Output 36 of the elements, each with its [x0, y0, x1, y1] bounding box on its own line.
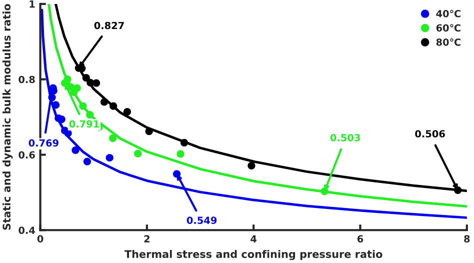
- point: [109, 134, 117, 142]
- point: [180, 138, 188, 146]
- point: [134, 150, 142, 158]
- point: [83, 158, 92, 166]
- y-tick-label: 0.6: [18, 151, 35, 159]
- annotation: 0.503: [330, 134, 360, 142]
- annotation: 0.769: [28, 139, 58, 147]
- annotation: 0.549: [186, 216, 217, 224]
- y-tick-label: 0.4: [18, 226, 35, 234]
- annotation: 0.827: [94, 22, 124, 30]
- point: [248, 162, 256, 170]
- point: [82, 74, 90, 82]
- point: [145, 128, 153, 136]
- point: [72, 146, 80, 154]
- point: [100, 98, 108, 106]
- legend-label: 60℃: [436, 24, 460, 32]
- x-tick-label: 8: [464, 235, 470, 243]
- y-tick-label: 0.8: [18, 76, 35, 84]
- y-tick-label: 1: [30, 0, 35, 8]
- x-tick-label: 6: [357, 235, 364, 243]
- point: [123, 108, 132, 116]
- point: [92, 79, 100, 87]
- x-tick-label: 2: [144, 235, 150, 242]
- point: [110, 102, 118, 110]
- point: [86, 110, 94, 119]
- annotation: 0.506: [415, 130, 445, 138]
- y-axis-title: Static and dynamic bulk modulus ratio: [2, 4, 13, 230]
- point: [106, 154, 114, 162]
- legend-label: 40℃: [436, 10, 460, 18]
- x-tick-label: 4: [250, 235, 257, 242]
- legend-label: 80℃: [436, 38, 460, 46]
- point: [79, 102, 87, 110]
- annotation: 0.791: [69, 120, 99, 128]
- point: [176, 150, 184, 158]
- x-tick-label: 0: [37, 235, 44, 243]
- x-axis-title: Thermal stress and confining pressure ratio: [124, 250, 382, 260]
